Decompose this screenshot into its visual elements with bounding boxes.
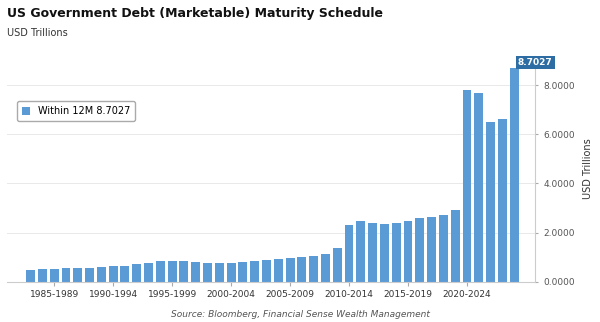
Bar (404, 222, 412, 282)
Bar (451, 211, 460, 282)
Text: Source: Bloomberg, Financial Sense Wealth Management: Source: Bloomberg, Financial Sense Wealt… (170, 310, 430, 319)
Bar (475, 93, 483, 282)
Bar (109, 266, 118, 282)
Bar (486, 122, 495, 282)
Text: 8.7027: 8.7027 (518, 58, 553, 67)
Bar (62, 268, 70, 282)
Bar (344, 225, 353, 282)
Bar (415, 218, 424, 282)
Y-axis label: USD Trillions: USD Trillions (583, 138, 593, 199)
Bar (156, 261, 165, 282)
Text: US Government Debt (Marketable) Maturity Schedule: US Government Debt (Marketable) Maturity… (7, 7, 383, 20)
Bar (321, 254, 330, 282)
Bar (85, 268, 94, 282)
Bar (392, 223, 401, 282)
Legend: Within 12M 8.7027: Within 12M 8.7027 (17, 101, 135, 121)
Bar (26, 270, 35, 282)
Bar (368, 223, 377, 282)
Bar (286, 258, 295, 282)
Bar (144, 263, 153, 282)
Bar (191, 262, 200, 282)
Bar (274, 259, 283, 282)
Bar (439, 215, 448, 282)
Bar (203, 263, 212, 282)
Bar (309, 256, 318, 282)
Bar (50, 269, 59, 282)
Bar (333, 249, 341, 282)
Bar (132, 264, 141, 282)
Bar (238, 262, 247, 282)
Bar (262, 260, 271, 282)
Bar (498, 119, 507, 282)
Text: USD Trillions: USD Trillions (7, 28, 68, 38)
Bar (179, 261, 188, 282)
Bar (167, 261, 176, 282)
Bar (356, 221, 365, 282)
Bar (121, 266, 130, 282)
Bar (298, 257, 306, 282)
Bar (38, 269, 47, 282)
Bar (227, 263, 236, 282)
Bar (250, 261, 259, 282)
Bar (427, 217, 436, 282)
Bar (380, 224, 389, 282)
Bar (510, 68, 518, 282)
Bar (463, 90, 472, 282)
Bar (97, 267, 106, 282)
Bar (73, 268, 82, 282)
Bar (215, 263, 224, 282)
